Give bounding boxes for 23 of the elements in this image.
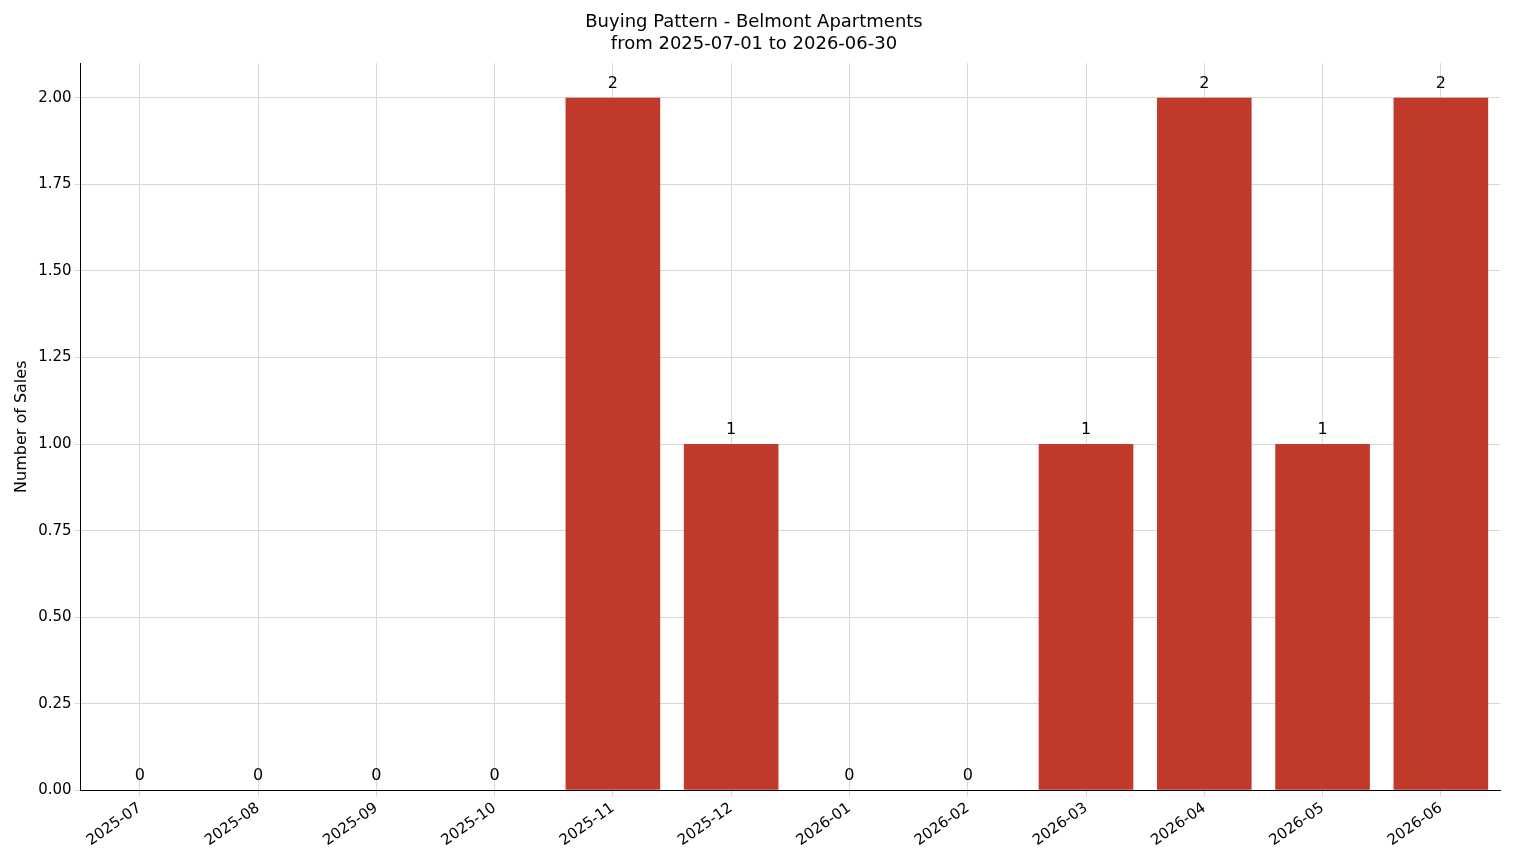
y-tick-label: 1.25 (38, 347, 72, 366)
y-axis-title: Number of Sales (10, 360, 30, 493)
data-label: 2 (607, 72, 618, 92)
y-tick-label: 0.00 (38, 780, 72, 799)
data-label: 1 (1317, 419, 1328, 439)
chart-title: Buying Pattern - Belmont Apartments from 2025-07-01 to 2026-06-30 (585, 10, 923, 54)
y-tick-label: 1.50 (38, 260, 72, 279)
data-label: 0 (134, 765, 145, 785)
y-tick-label: 0.50 (38, 607, 72, 626)
data-label: 0 (489, 765, 500, 785)
y-tick-label: 1.00 (38, 433, 72, 452)
data-label: 0 (962, 765, 973, 785)
data-label: 1 (1080, 419, 1092, 439)
y-tick-label: 2.00 (38, 87, 72, 106)
y-tick-label: 1.75 (38, 174, 72, 193)
data-label: 0 (844, 765, 855, 785)
data-label: 1 (726, 419, 737, 439)
data-label: 0 (252, 765, 264, 785)
y-tick-label: 0.75 (38, 520, 72, 539)
y-tick-label: 0.25 (38, 693, 72, 712)
data-label: 2 (1435, 72, 1446, 92)
data-label: 0 (371, 765, 382, 785)
data-label: 2 (1199, 72, 1210, 92)
